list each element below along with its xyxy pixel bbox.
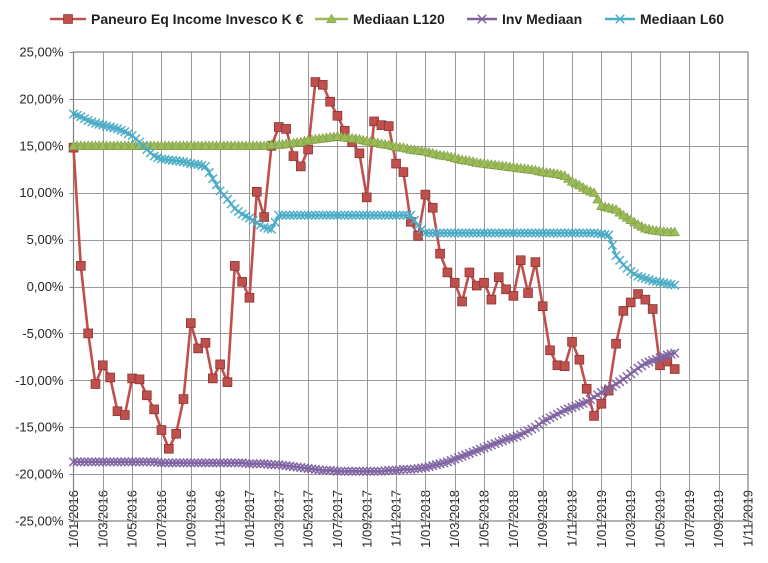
legend-label: Inv Mediaan bbox=[502, 11, 583, 27]
y-tick-label: -10,00% bbox=[15, 373, 64, 388]
x-tick-label: 1/03/2017 bbox=[271, 490, 286, 548]
legend-marker-triangle-icon bbox=[315, 13, 348, 24]
y-tick-label: -5,00% bbox=[22, 326, 64, 341]
axis-ticks bbox=[69, 52, 749, 525]
legend-item-inv-mediaan[interactable]: Inv Mediaan bbox=[467, 9, 582, 29]
legend-label: Mediaan L60 bbox=[640, 11, 725, 27]
legend-marker-x-cyan-icon bbox=[605, 14, 635, 24]
y-tick-label: 10,00% bbox=[19, 185, 64, 200]
x-tick-label: 1/09/2018 bbox=[535, 490, 550, 548]
legend-marker-square-icon bbox=[50, 14, 86, 24]
x-tick-label: 1/09/2019 bbox=[711, 490, 726, 548]
x-axis-labels: 1/01/2016 1/03/2016 1/05/2016 1/07/2016 1/09… bbox=[66, 490, 756, 548]
y-tick-label: -25,00% bbox=[15, 514, 64, 529]
legend-marker-x-purple-icon bbox=[467, 14, 497, 24]
legend-label: Mediaan L120 bbox=[353, 11, 445, 27]
x-tick-label: 1/09/2016 bbox=[183, 490, 198, 548]
legend: Paneuro Eq Income Invesco K € Mediaan L1… bbox=[0, 9, 768, 29]
series-0 bbox=[68, 77, 680, 454]
legend-item-paneuro[interactable]: Paneuro Eq Income Invesco K € bbox=[50, 9, 303, 29]
legend-label: Paneuro Eq Income Invesco K € bbox=[91, 11, 304, 27]
x-tick-label: 1/09/2017 bbox=[359, 490, 374, 548]
x-tick-label: 1/03/2018 bbox=[447, 490, 462, 548]
series-3 bbox=[68, 109, 680, 290]
y-tick-label: 25,00% bbox=[19, 45, 64, 60]
gridlines bbox=[73, 52, 748, 521]
series-2 bbox=[68, 348, 680, 477]
y-tick-label: 0,00% bbox=[27, 279, 64, 294]
y-tick-label: -15,00% bbox=[15, 420, 64, 435]
y-tick-label: 20,00% bbox=[19, 91, 64, 106]
x-tick-label: 1/03/2019 bbox=[623, 490, 638, 548]
y-tick-label: 5,00% bbox=[27, 232, 64, 247]
y-tick-label: 15,00% bbox=[19, 138, 64, 153]
legend-item-mediaan-l60[interactable]: Mediaan L60 bbox=[605, 9, 724, 29]
x-tick-label: 1/03/2016 bbox=[95, 490, 110, 548]
legend-item-mediaan-l120[interactable]: Mediaan L120 bbox=[315, 9, 445, 29]
series-line bbox=[72, 351, 676, 473]
series-1 bbox=[68, 130, 681, 237]
plot-border bbox=[72, 51, 749, 522]
series-line bbox=[72, 135, 676, 234]
y-tick-label: -20,00% bbox=[15, 467, 64, 482]
y-axis-labels: 25,00% 20,00% 15,00% 10,00% 5,00% 0,00% -5,00%… bbox=[15, 45, 64, 529]
